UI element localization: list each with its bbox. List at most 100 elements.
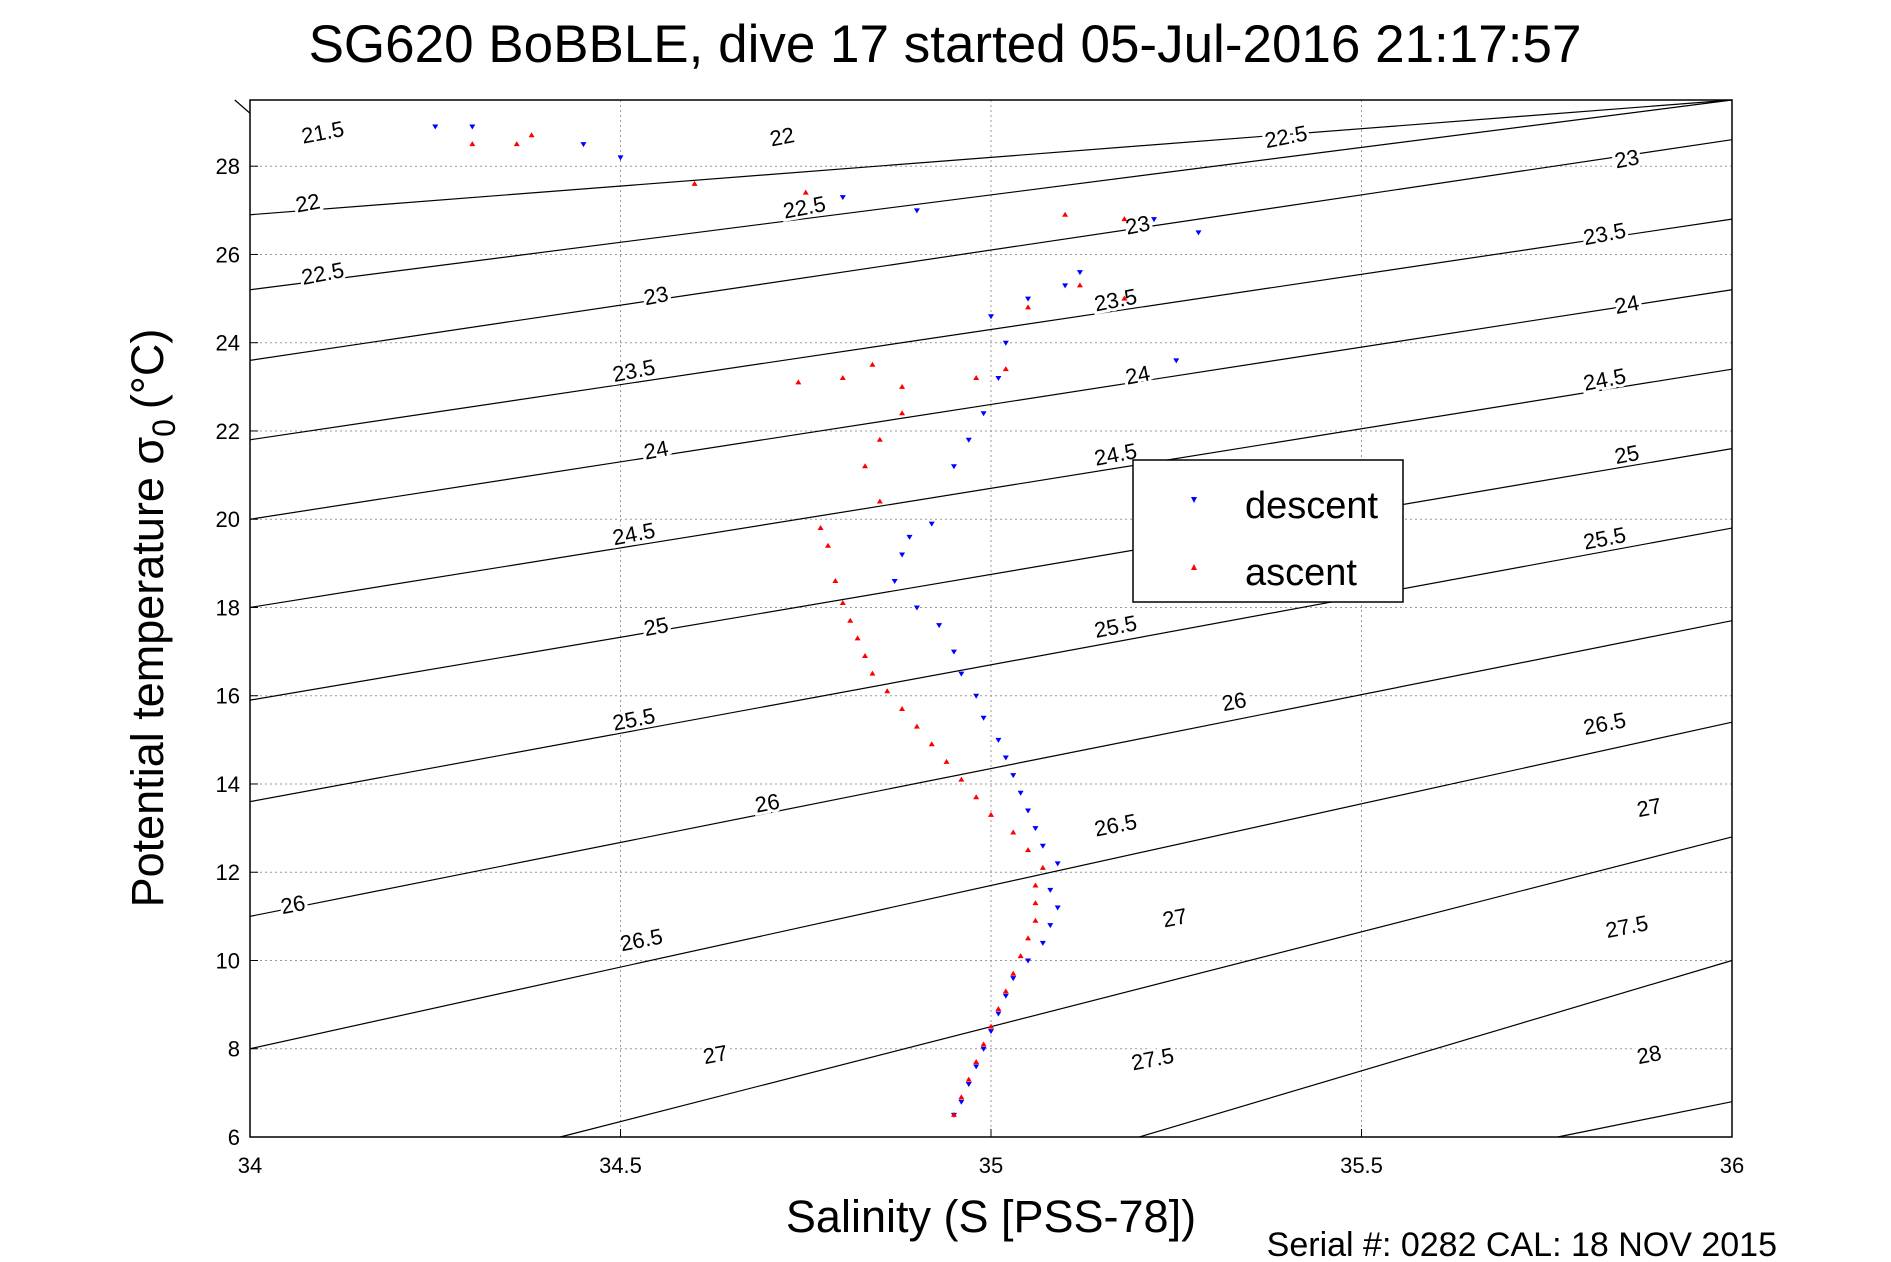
density-contour-label: 25.5 [1092,610,1139,643]
ascent-point [965,1076,972,1082]
ascent-point [899,705,906,711]
ascent-point [469,141,476,147]
x-tick-label: 34 [238,1153,262,1178]
density-contour-label: 25 [1612,440,1641,469]
density-contour-line [249,289,1733,520]
density-contour-label: 21.5 [299,116,346,149]
ascent-point [795,379,802,385]
descent-point [1002,755,1009,761]
descent-point [950,649,957,655]
ascent-point [839,600,846,606]
y-tick-label: 16 [216,684,240,709]
descent-point [432,124,439,130]
descent-point [617,155,624,161]
legend-descent-marker [1191,497,1197,503]
ascent-point [973,1058,980,1064]
x-tick-label: 35 [979,1153,1003,1178]
descent-point [995,1011,1002,1017]
ascent-point [1025,304,1032,310]
ascent-point [1076,282,1083,288]
ascent-point [876,498,883,504]
descent-point [988,314,994,320]
density-contour-label: 25.5 [1581,522,1628,555]
ascent-point [1121,295,1128,301]
density-contour-label: 23 [1123,210,1152,239]
descent-point [1062,283,1069,289]
density-contour-line [249,448,1733,701]
density-contour-label: 26.5 [1581,707,1628,740]
ascent-point [691,180,698,186]
density-contour-label: 24.5 [610,518,657,551]
ascent-point [899,410,906,416]
y-tick-label: 6 [228,1125,240,1150]
descent-point [1173,358,1180,364]
legend-ascent-label: ascent [1245,552,1357,594]
density-contour-label: 23 [642,281,671,310]
descent-point [913,208,920,214]
density-contour-line [1557,1101,1733,1138]
chart-title: SG620 BoBBLE, dive 17 started 05-Jul-201… [309,15,1582,74]
ascent-point [1121,216,1128,222]
ascent-point [876,436,883,442]
density-contour-line [249,368,1733,609]
density-contour-label: 23.5 [1581,217,1628,250]
descent-point [928,521,935,527]
ascent-point [884,688,891,694]
descent-point [965,1082,972,1088]
ascent-point [1032,882,1039,888]
ascent-point [1025,935,1032,941]
ascent-point [1017,953,1024,959]
descent-point [995,376,1002,382]
ascent-point [980,1041,987,1047]
descent-point [965,437,972,443]
density-contour-label: 28 [1635,1040,1664,1069]
density-contour-label: 24 [1123,360,1152,389]
y-tick-label: 20 [216,507,240,532]
y-tick-label: 10 [216,948,240,973]
ascent-point [817,525,824,531]
ascent-point [958,1094,965,1100]
descent-point [980,1046,987,1052]
density-contour-line [249,218,1733,441]
descent-point [1151,217,1158,223]
descent-point [839,195,846,201]
ascent-point [1062,211,1069,217]
y-axis-label-unit: (°C) [122,329,173,409]
descent-point [1039,940,1046,946]
ascent-point [958,776,965,782]
ascent-point [973,375,980,381]
y-tick-label: 18 [216,595,240,620]
grid [250,100,1732,1137]
y-tick-label: 28 [216,154,240,179]
density-contour-label: 26 [1220,687,1249,716]
ascent-point [832,577,839,583]
descent-point [958,1099,965,1105]
ascent-point [824,542,831,548]
descent-point [1002,993,1009,999]
descent-point [1054,861,1061,867]
density-contour-label: 23.5 [610,354,657,387]
density-contour-label: 24 [642,435,671,464]
descent-point [1047,887,1054,893]
descent-point [1010,976,1017,982]
descent-point [1002,340,1009,346]
density-contour-line [1139,959,1733,1138]
descent-point [980,411,987,417]
ascent-point [1039,864,1046,870]
descent-point [950,464,957,470]
descent-point [1039,843,1046,849]
y-tick-label: 22 [216,419,240,444]
density-contour-label: 24 [1612,290,1641,319]
density-contour-label: 22.5 [781,191,828,224]
y-tick-label: 24 [216,331,240,356]
legend-box [1132,459,1404,603]
density-contour-label: 22 [293,188,322,217]
y-axis-label-sub: 0 [146,419,182,437]
density-contour-label: 24.5 [1581,363,1628,396]
descent-point [1025,808,1032,814]
density-contour-label: 25 [642,612,671,641]
density-contour-label: 27 [1160,903,1189,932]
density-contour-line [560,836,1733,1138]
descent-point [1076,270,1083,276]
descent-point [580,142,587,148]
